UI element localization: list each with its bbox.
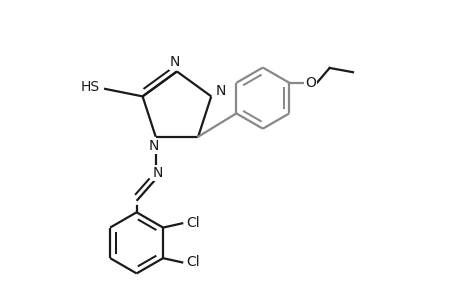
Text: N: N (169, 55, 179, 69)
Text: O: O (304, 76, 315, 90)
Text: Cl: Cl (185, 216, 199, 230)
Text: N: N (215, 84, 225, 98)
Text: N: N (152, 166, 162, 180)
Text: Cl: Cl (185, 255, 199, 269)
Text: N: N (148, 139, 158, 153)
Text: HS: HS (80, 80, 100, 94)
